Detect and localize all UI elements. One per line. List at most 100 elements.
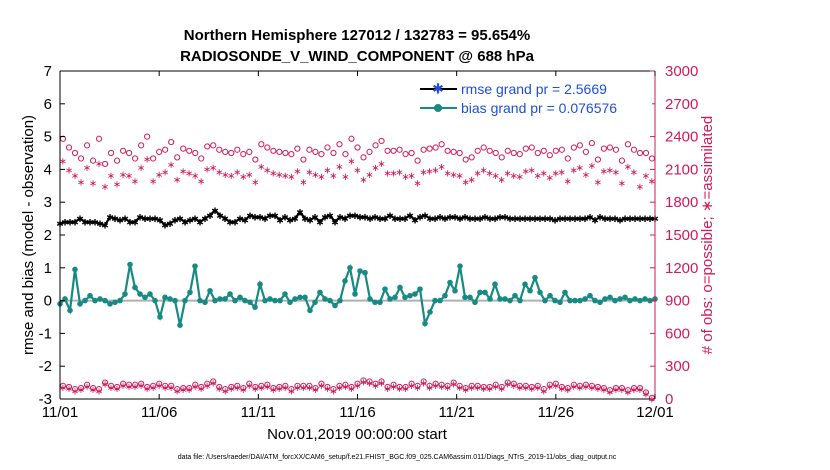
bias-point bbox=[102, 297, 108, 304]
count-possible bbox=[468, 154, 475, 161]
count-possible bbox=[246, 148, 253, 156]
count-assimilated-low: ∗ bbox=[474, 383, 482, 394]
count-assimilated-low: ∗ bbox=[449, 380, 457, 391]
count-possible-low bbox=[594, 383, 602, 391]
count-possible bbox=[107, 149, 115, 157]
count-assimilated: ∗ bbox=[480, 165, 488, 176]
count-assimilated: ∗ bbox=[245, 170, 253, 181]
count-possible-low bbox=[95, 386, 103, 393]
bias-point bbox=[87, 292, 93, 299]
count-possible-low bbox=[168, 382, 175, 389]
count-assimilated: ∗ bbox=[167, 160, 175, 171]
count-assimilated: ∗ bbox=[251, 177, 259, 188]
bias-point bbox=[552, 297, 558, 304]
count-possible bbox=[366, 148, 373, 156]
count-assimilated-low: ∗ bbox=[335, 383, 343, 394]
rmse-point: ✱ bbox=[521, 215, 529, 225]
rmse-point: ✱ bbox=[326, 212, 334, 222]
bias-point bbox=[357, 268, 363, 274]
count-assimilated-low: ∗ bbox=[407, 381, 415, 392]
count-assimilated-low: ∗ bbox=[389, 382, 397, 393]
rmse-point: ✱ bbox=[346, 212, 354, 222]
bias-point bbox=[242, 297, 248, 304]
series-layer: ✱✱✱✱✱✱✱✱✱✱✱✱✱✱✱✱✱✱✱✱✱✱✱✱✱✱✱✱✱✱✱✱✱✱✱✱✱✱✱✱… bbox=[56, 207, 659, 329]
rmse-point: ✱ bbox=[106, 213, 114, 223]
count-possible bbox=[498, 154, 505, 161]
bias-point bbox=[597, 299, 603, 306]
count-possible-low bbox=[576, 382, 583, 389]
bias-point bbox=[382, 286, 388, 292]
count-possible bbox=[342, 150, 349, 158]
count-possible bbox=[282, 149, 289, 157]
count-possible bbox=[150, 155, 157, 162]
rmse-point: ✱ bbox=[281, 213, 289, 223]
rmse-point: ✱ bbox=[261, 215, 269, 225]
count-possible-low bbox=[144, 383, 151, 391]
bias-point bbox=[372, 299, 378, 306]
rmse-point: ✱ bbox=[411, 217, 419, 227]
count-assimilated: ∗ bbox=[455, 171, 463, 182]
count-assimilated: ∗ bbox=[582, 170, 590, 181]
bias-point bbox=[512, 292, 518, 299]
count-possible bbox=[210, 142, 217, 149]
count-possible bbox=[162, 146, 169, 153]
bias-point bbox=[367, 296, 373, 302]
count-assimilated: ∗ bbox=[558, 168, 566, 179]
count-assimilated-low: ∗ bbox=[365, 379, 373, 390]
bias-point bbox=[557, 299, 563, 306]
bias-point bbox=[147, 291, 153, 297]
rmse-point: ✱ bbox=[431, 215, 439, 225]
rmse-point: ✱ bbox=[86, 218, 94, 228]
rmse-point: ✱ bbox=[506, 215, 514, 225]
rmse-point: ✱ bbox=[191, 215, 199, 225]
rmse-point: ✱ bbox=[596, 213, 604, 223]
rmse-point: ✱ bbox=[451, 213, 459, 223]
count-possible-low bbox=[192, 381, 199, 388]
rmse-point: ✱ bbox=[296, 209, 304, 219]
count-possible-low bbox=[570, 381, 577, 388]
count-assimilated-low: ∗ bbox=[251, 384, 259, 395]
bias-point bbox=[567, 297, 573, 304]
count-assimilated: ∗ bbox=[618, 179, 626, 190]
count-assimilated-low: ∗ bbox=[167, 383, 175, 394]
rmse-point: ✱ bbox=[356, 213, 364, 223]
count-possible bbox=[492, 149, 499, 157]
bias-point bbox=[222, 296, 228, 302]
count-possible bbox=[234, 146, 241, 153]
count-possible-low bbox=[438, 381, 445, 388]
bias-point bbox=[122, 291, 128, 297]
bias-point bbox=[572, 297, 578, 304]
count-assimilated-low: ∗ bbox=[101, 380, 109, 391]
count-assimilated: ∗ bbox=[570, 165, 578, 176]
rmse-point: ✱ bbox=[341, 215, 349, 225]
bias-point bbox=[342, 278, 348, 284]
rmse-point: ✱ bbox=[161, 222, 169, 232]
count-possible-low bbox=[216, 383, 223, 391]
count-assimilated-low: ∗ bbox=[185, 385, 193, 396]
count-assimilated-low: ∗ bbox=[600, 385, 608, 396]
count-possible bbox=[360, 154, 367, 161]
y-tick-label-right: 2700 bbox=[665, 96, 698, 113]
rmse-point: ✱ bbox=[381, 215, 389, 225]
count-assimilated-low: ∗ bbox=[119, 381, 127, 392]
rmse-point: ✱ bbox=[241, 217, 249, 227]
count-possible bbox=[510, 149, 517, 157]
bias-point bbox=[227, 291, 233, 297]
count-assimilated: ∗ bbox=[419, 168, 427, 179]
count-assimilated: ∗ bbox=[588, 161, 596, 172]
count-possible-low bbox=[528, 383, 535, 391]
rmse-point: ✱ bbox=[96, 220, 104, 230]
bias-point bbox=[112, 299, 118, 306]
y-tick-label-left: 3 bbox=[44, 194, 52, 211]
count-assimilated: ∗ bbox=[564, 176, 572, 187]
rmse-point: ✱ bbox=[406, 212, 414, 222]
rmse-point: ✱ bbox=[501, 213, 509, 223]
rmse-point: ✱ bbox=[366, 215, 374, 225]
rmse-point: ✱ bbox=[461, 213, 469, 223]
count-assimilated: ∗ bbox=[65, 165, 73, 176]
x-tick-label: 11/11 bbox=[241, 404, 276, 421]
count-possible-low bbox=[336, 382, 343, 389]
count-assimilated-low: ∗ bbox=[221, 386, 229, 397]
rmse-point: ✱ bbox=[631, 215, 639, 225]
rmse-point: ✱ bbox=[91, 218, 99, 228]
